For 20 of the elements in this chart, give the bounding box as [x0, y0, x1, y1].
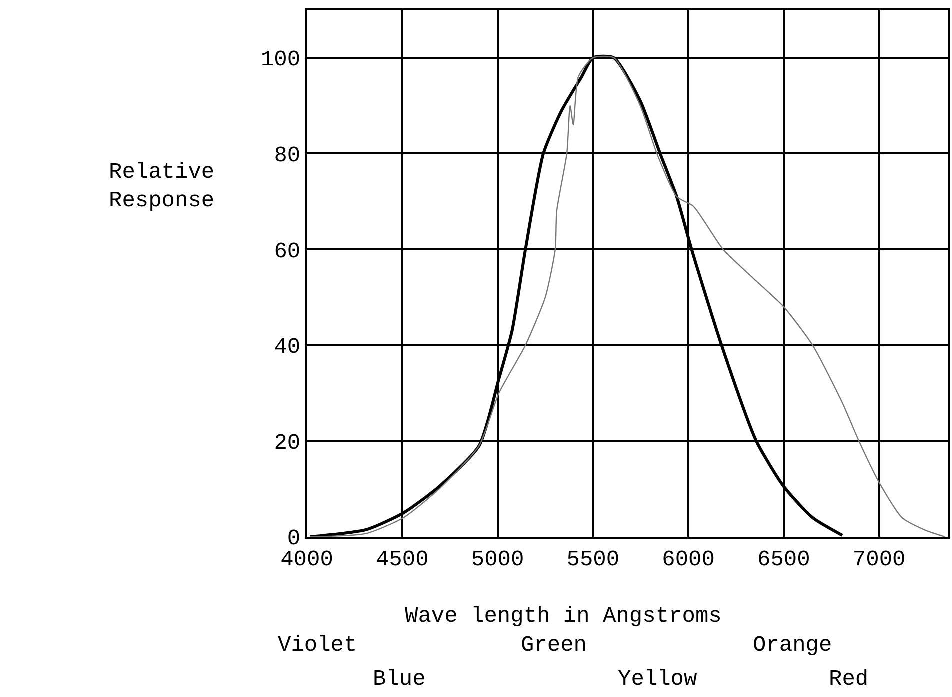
text: Green: [521, 633, 588, 658]
x-tick-label: 7000: [852, 547, 906, 572]
x-axis-title: Wave length in Angstroms: [405, 604, 722, 629]
line-series: [310, 56, 946, 537]
y-tick-label: 60: [274, 239, 301, 264]
text: Violet: [278, 633, 358, 658]
text: Orange: [753, 633, 832, 658]
text: Blue: [373, 667, 426, 692]
x-tick-label: 5000: [471, 547, 524, 572]
text: Red: [829, 667, 869, 692]
y-tick-label: 100: [260, 48, 301, 73]
y-axis-title: Relative Response: [109, 160, 215, 214]
text: Yellow: [618, 667, 698, 692]
x-tick-label: 6000: [662, 547, 715, 572]
y-tick-label: 80: [274, 143, 301, 168]
y-tick-label: 40: [274, 335, 301, 360]
x-tick-label: 5500: [566, 547, 620, 572]
x-tick-label: 4500: [376, 547, 429, 572]
y-tick-label: 20: [274, 430, 301, 456]
x-tick-label: 6500: [758, 547, 810, 572]
